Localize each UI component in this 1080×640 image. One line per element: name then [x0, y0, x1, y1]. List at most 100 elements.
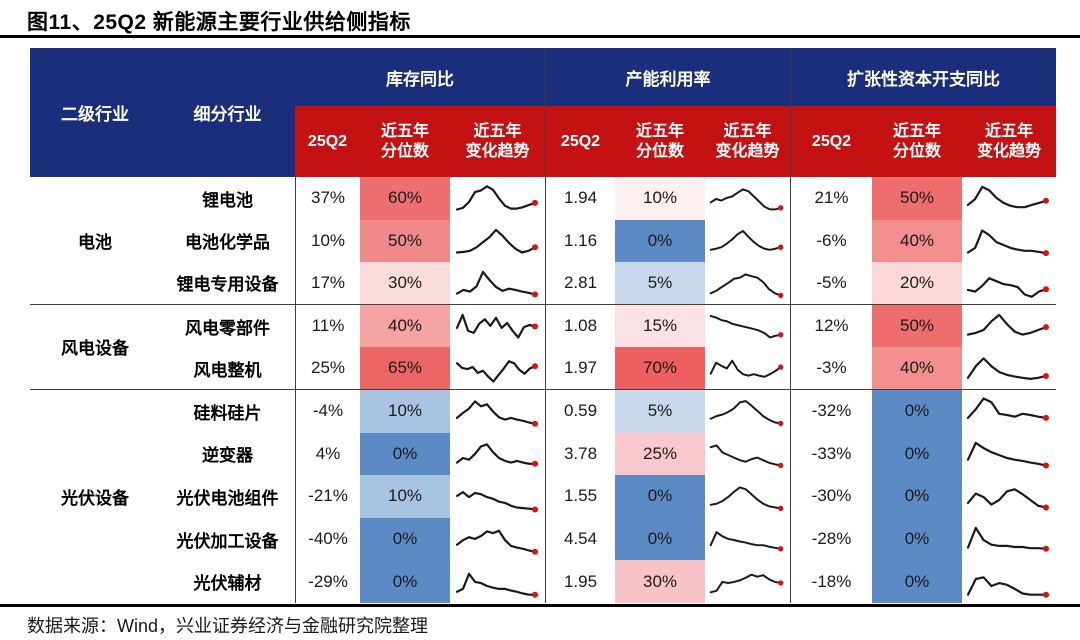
subheader-25q2-inventory: 25Q2: [295, 106, 360, 177]
percentile-cell: 0%: [872, 560, 962, 603]
trend-sparkline-svg: [455, 185, 538, 211]
segment-cell: 逆变器: [202, 446, 253, 466]
trend-sparkline: [962, 262, 1056, 305]
value-cell: -6%: [790, 219, 872, 263]
value-cell: 1.95: [545, 560, 615, 603]
value-cell: -4%: [295, 389, 360, 433]
percentile-cell: 10%: [615, 177, 705, 220]
trend-sparkline-svg: [966, 229, 1049, 256]
segment-cell: 光伏辅材: [193, 574, 262, 594]
value-cell: 1.55: [545, 475, 615, 518]
percentile-cell: 20%: [872, 262, 962, 305]
value-cell: 1.97: [545, 347, 615, 390]
trend-sparkline: [705, 390, 790, 433]
trend-sparkline: [705, 518, 790, 561]
subheader-line1: 近五年: [984, 122, 1033, 140]
trend-sparkline: [962, 475, 1056, 518]
trend-sparkline-svg: [966, 313, 1049, 336]
percentile-cell: 40%: [360, 304, 450, 348]
trend-sparkline: [450, 177, 545, 220]
trend-sparkline: [705, 560, 790, 603]
subheader-trend-capacity: 近五年 变化趋势: [705, 106, 790, 177]
trend-sparkline-svg: [455, 360, 538, 383]
subheader-percentile-capacity: 近五年 分位数: [615, 106, 705, 177]
segment-cell: 锂电专用设备: [160, 262, 295, 305]
subheader-line1: 近五年: [473, 122, 522, 140]
latest-point-dot: [531, 363, 538, 370]
value-cell: 17%: [295, 262, 360, 305]
trend-sparkline-svg: [966, 488, 1049, 511]
trend-sparkline: [962, 177, 1056, 220]
trend-sparkline: [705, 433, 790, 476]
latest-point-dot: [1043, 249, 1049, 256]
industry-cell: 光伏设备: [61, 488, 129, 508]
header-segment-column: 细分行业: [160, 48, 295, 177]
segment-cell: 硅料硅片: [193, 403, 262, 423]
trend-sparkline: [962, 390, 1056, 433]
segment-cell: 风电整机: [160, 347, 295, 390]
latest-point-dot: [778, 332, 784, 338]
trend-sparkline-svg: [709, 315, 784, 339]
latest-point-dot: [1043, 415, 1049, 422]
percentile-cell: 40%: [872, 347, 962, 390]
value-cell: 4%: [295, 432, 360, 476]
trend-sparkline: [450, 305, 545, 348]
latest-point-dot: [531, 460, 538, 467]
trend-sparkline: [962, 347, 1056, 390]
trend-sparkline: [705, 177, 790, 220]
trend-sparkline-svg: [455, 572, 538, 598]
percentile-cell: 10%: [360, 389, 450, 433]
percentile-cell: 0%: [360, 517, 450, 561]
trend-sparkline-svg: [455, 270, 538, 298]
trend-sparkline: [705, 347, 790, 390]
supply-side-indicator-table: 二级行业 细分行业 库存同比 产能利用率 扩张性资本开支同比 25Q2 近五年 …: [30, 48, 1056, 603]
subheader-line2: 变化趋势: [465, 142, 530, 160]
trend-sparkline: [450, 262, 545, 305]
trend-sparkline: [450, 347, 545, 390]
footer-divider: [0, 604, 1080, 607]
percentile-cell: 5%: [615, 389, 705, 433]
title-divider: [0, 35, 1080, 38]
value-cell: -32%: [790, 389, 872, 433]
trend-sparkline-svg: [709, 531, 784, 552]
trend-sparkline-svg: [455, 313, 538, 339]
value-cell: 1.16: [545, 219, 615, 263]
trend-sparkline: [962, 518, 1056, 561]
latest-point-dot: [778, 244, 784, 250]
value-cell: 37%: [295, 177, 360, 220]
value-cell: 4.54: [545, 517, 615, 561]
latest-point-dot: [531, 548, 538, 555]
latest-point-dot: [1043, 504, 1049, 511]
trend-sparkline-svg: [966, 575, 1049, 598]
trend-sparkline-svg: [709, 229, 784, 251]
value-cell: 11%: [295, 304, 360, 348]
latest-point-dot: [778, 364, 784, 370]
value-cell: -28%: [790, 517, 872, 561]
subheader-line1: 近五年: [892, 122, 941, 140]
value-cell: -21%: [295, 475, 360, 518]
value-cell: -30%: [790, 475, 872, 518]
value-cell: 3.78: [545, 432, 615, 476]
latest-point-dot: [1043, 591, 1049, 598]
latest-point-dot: [1043, 324, 1049, 331]
subheader-line2: 分位数: [635, 142, 684, 160]
percentile-cell: 25%: [615, 432, 705, 476]
percentile-cell: 70%: [615, 347, 705, 390]
trend-sparkline: [450, 390, 545, 433]
latest-point-dot: [778, 579, 784, 586]
latest-point-dot: [778, 420, 784, 427]
latest-point-dot: [1043, 286, 1049, 293]
percentile-cell: 0%: [615, 219, 705, 263]
header-group-inventory-yoy: 库存同比: [295, 48, 545, 106]
latest-point-dot: [1043, 462, 1049, 469]
value-cell: 1.08: [545, 304, 615, 348]
subheader-line1: 近五年: [723, 122, 772, 140]
trend-sparkline: [962, 220, 1056, 263]
subheader-line2: 变化趋势: [715, 142, 780, 160]
trend-sparkline: [962, 560, 1056, 603]
subheader-trend-inventory: 近五年 变化趋势: [450, 106, 545, 177]
latest-point-dot: [531, 323, 538, 330]
subheader-line1: 近五年: [380, 122, 429, 140]
percentile-cell: 0%: [872, 389, 962, 433]
